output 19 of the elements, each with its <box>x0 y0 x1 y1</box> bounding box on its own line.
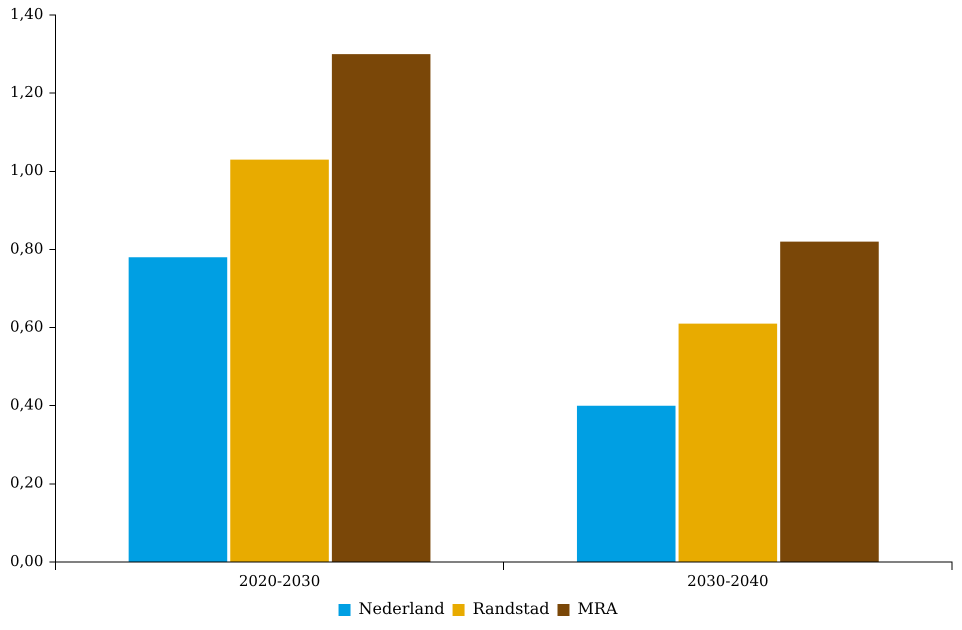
x-tick-label: 2020-2030 <box>238 572 320 590</box>
y-tick-label: 0,00 <box>10 552 44 570</box>
y-tick-label: 0,80 <box>10 239 44 258</box>
bar <box>576 406 676 562</box>
bar <box>780 242 879 562</box>
y-tick-label: 0,20 <box>10 474 44 492</box>
y-tick-label: 0,60 <box>10 317 44 336</box>
y-tick-label: 1,00 <box>10 161 44 180</box>
y-tick-label: 0,40 <box>10 396 44 414</box>
bar <box>128 257 228 562</box>
bar <box>230 160 329 562</box>
bar <box>678 324 778 562</box>
legend-label: MRA <box>577 599 618 618</box>
legend-label: Randstad <box>472 599 550 618</box>
bar <box>332 54 430 562</box>
legend-label: Nederland <box>358 599 445 618</box>
y-tick-label: 1,40 <box>10 4 44 23</box>
x-tick-label: 2030-2040 <box>687 572 769 590</box>
y-tick-label: 1,20 <box>10 83 44 102</box>
